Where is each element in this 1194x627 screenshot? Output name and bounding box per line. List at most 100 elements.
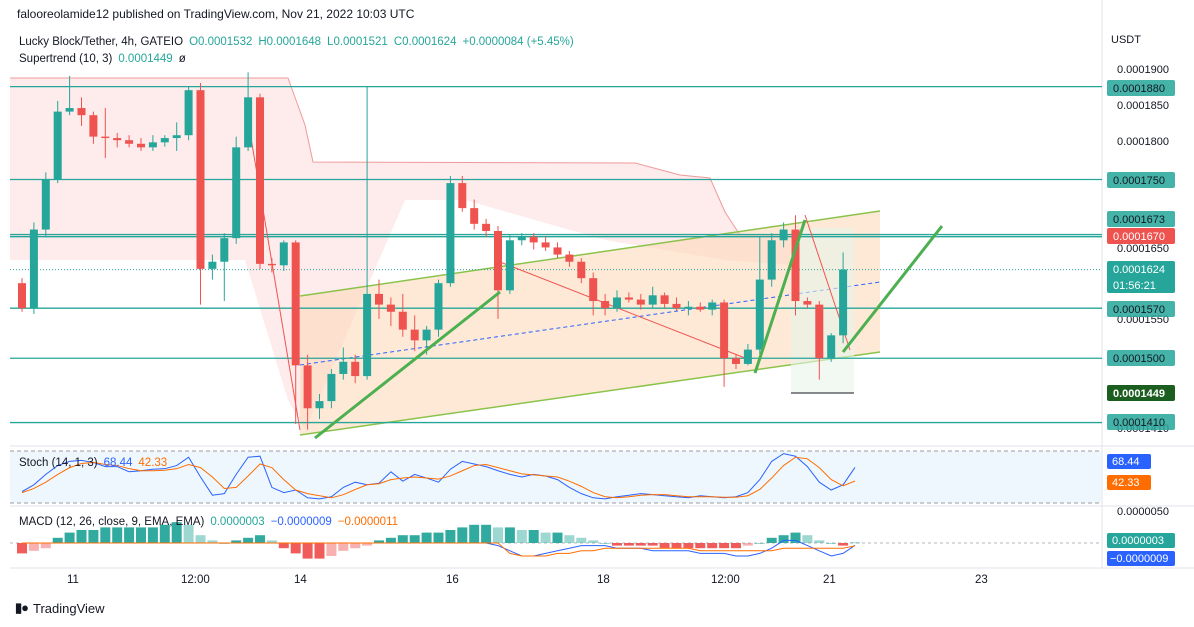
macd-histogram-bar [493, 527, 503, 543]
supertrend-legend[interactable]: Supertrend (10, 3) 0.0001449 ø [19, 53, 192, 65]
macd-histogram-bar [302, 543, 313, 559]
macd-histogram-bar [183, 524, 194, 543]
price-axis-label: 0.0001800 [1117, 136, 1169, 148]
publisher-line: falooreolamide12 published on TradingVie… [17, 7, 415, 21]
candle-body [339, 361, 348, 374]
candle-body [494, 230, 502, 291]
macd-histogram-bar [112, 527, 123, 543]
macd-histogram-bar [433, 532, 444, 543]
macd-histogram-bar [397, 535, 408, 543]
candle-body [291, 242, 300, 366]
level-label: 0.0001570 [1113, 304, 1165, 316]
macd-histogram-bar [28, 543, 39, 551]
candle-body [89, 115, 98, 137]
candle-body [696, 306, 705, 310]
macd-histogram-bar [88, 530, 99, 543]
macd-histogram-bar [362, 543, 373, 546]
ohlc-low: L0.0001521 [327, 36, 388, 48]
candle-body [113, 138, 122, 141]
macd-histogram-bar [64, 532, 75, 543]
macd-histogram-bar [17, 543, 27, 554]
macd-histogram-bar [159, 524, 170, 543]
macd-histogram-bar [290, 543, 301, 554]
candle-body [184, 90, 193, 136]
candle-body [208, 261, 217, 269]
macd-histogram-bar [207, 540, 218, 543]
macd-histogram-bar [826, 543, 837, 544]
ohlc-close: C0.0001624 [393, 36, 457, 48]
level-label-box [1107, 350, 1175, 366]
stoch-k-value: 68.44 [103, 457, 133, 469]
price-axis-label: 0.0001850 [1117, 100, 1169, 112]
macd-legend[interactable]: MACD (12, 26, close, 9, EMA, EMA) 0.00000… [19, 516, 404, 528]
time-axis-label: 18 [597, 574, 610, 586]
hide-icon[interactable]: ø [178, 53, 186, 65]
candle-body [327, 373, 336, 402]
tradingview-logo[interactable]: ▮● TradingView [15, 600, 105, 616]
stoch-legend[interactable]: Stoch (14, 1, 3) 68.44 42.33 [19, 457, 173, 469]
candle-body [672, 303, 681, 309]
macd-histogram-bar [731, 543, 741, 549]
ohlc-high: H0.0001648 [258, 36, 322, 48]
candle-body [470, 208, 479, 224]
candle-body [648, 295, 657, 305]
candle-body [101, 136, 110, 139]
candle-body [446, 183, 455, 284]
stoch-d-line [21, 456, 856, 499]
time-axis-label: 16 [446, 574, 459, 586]
macd-histogram-bar [766, 537, 777, 543]
macd-hist-box [1107, 533, 1175, 548]
down-trendline [494, 259, 746, 359]
macd-histogram-bar [683, 543, 694, 549]
candle-body [29, 229, 38, 309]
macd-histogram-bar [707, 543, 718, 549]
level-label-box [1107, 385, 1175, 401]
candle-body [767, 240, 776, 280]
candle-body [743, 349, 752, 364]
level-label-box [1107, 414, 1175, 430]
candle-body [351, 361, 360, 377]
macd-histogram-bar [457, 527, 468, 543]
candle-body [553, 247, 562, 255]
channel-bottom-line [299, 351, 881, 436]
macd-histogram-bar [243, 537, 254, 543]
time-axis-label: 23 [975, 574, 988, 586]
ohlc-change: +0.0000084 (+5.45%) [462, 36, 574, 48]
macd-label: MACD (12, 26, close, 9, EMA, EMA) [19, 516, 205, 528]
macd-histogram-bar [171, 522, 182, 543]
macd-histogram-bar [469, 524, 480, 543]
candle-body [505, 240, 514, 291]
candle-body [827, 335, 836, 359]
candle-body [398, 311, 407, 330]
tradingview-mark-icon: ▮● [15, 600, 29, 615]
candle-body [375, 293, 383, 305]
candle-body [755, 279, 764, 350]
macd-histogram-bar [76, 530, 87, 543]
candle-body [137, 143, 145, 148]
macd-histogram-bar [421, 532, 432, 543]
price-axis-label: 0.0001650 [1117, 243, 1169, 255]
macd-histogram-bar [778, 535, 789, 543]
macd-histogram-bar [635, 543, 646, 546]
candle-body [267, 263, 276, 266]
supertrend-line [10, 77, 790, 236]
macd-histogram-bar [850, 542, 860, 544]
candle-body [244, 97, 253, 148]
ohlc-open: O0.0001532 [189, 36, 253, 48]
candle-body [65, 108, 74, 112]
stoch-k-box [1107, 454, 1151, 469]
stoch-d-value: 42.33 [138, 457, 168, 469]
candle-body [458, 183, 467, 209]
macd-histogram-bar [385, 537, 396, 543]
green-trendline [753, 219, 807, 374]
level-label-box [1107, 211, 1175, 227]
chart-canvas[interactable]: 0.00019000.00018500.00018000.00016500.00… [5, 0, 1194, 600]
price-axis-label: 0.0000050 [1117, 506, 1169, 518]
candle-body [41, 179, 50, 230]
macd-histogram-bar [124, 527, 135, 543]
candle-body [601, 301, 610, 309]
level-label: 0.0001880 [1113, 83, 1165, 95]
candle-body [636, 299, 645, 305]
candle-body [660, 295, 669, 304]
symbol-legend[interactable]: Lucky Block/Tether, 4h, GATEIO O0.0001532… [19, 36, 580, 48]
